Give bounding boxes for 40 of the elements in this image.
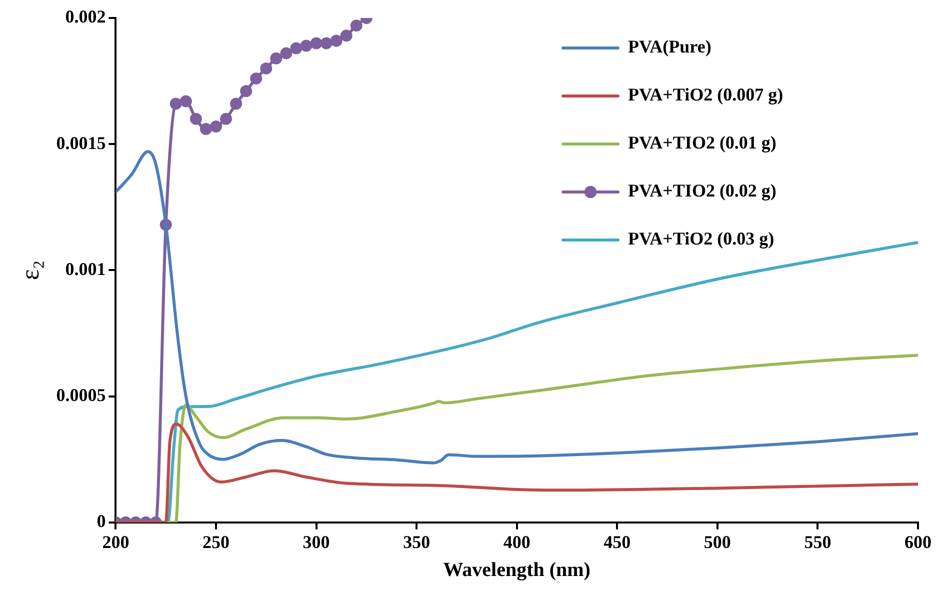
point [230, 98, 242, 110]
x-tick-label: 250 [202, 532, 230, 552]
x-tick-label: 400 [503, 532, 530, 552]
y-tick-label: 0.001 [65, 258, 106, 279]
point [260, 62, 272, 74]
point [240, 85, 252, 98]
point [220, 112, 232, 125]
y-tick-label: 0.0015 [56, 132, 106, 153]
point [170, 98, 182, 110]
point [180, 95, 192, 108]
legend-label: PVA+TiO2 (0.007 g) [628, 84, 784, 105]
point [290, 42, 302, 54]
y-tick-label: 0.002 [65, 6, 106, 27]
x-tick-label: 450 [604, 532, 631, 552]
point [270, 52, 282, 64]
legend-label: PVA(Pure) [628, 36, 712, 57]
point [280, 47, 292, 60]
point [210, 120, 222, 132]
legend-label: PVA+TIO2 (0.02 g) [628, 180, 776, 201]
point [340, 30, 352, 42]
y-tick-label: 0.0005 [56, 384, 106, 405]
x-tick-label: 350 [403, 532, 430, 552]
point [330, 34, 342, 47]
point [250, 72, 262, 85]
x-tick-label: 600 [904, 532, 932, 552]
x-tick-label: 550 [804, 532, 832, 552]
point [350, 20, 362, 32]
y-axis-title: ε₂ [15, 260, 44, 280]
point [300, 40, 312, 52]
x-axis-title: Wavelength (nm) [443, 559, 590, 582]
point [190, 112, 202, 125]
y-tick-label: 0 [96, 511, 106, 532]
legend-label: PVA+TiO2 (0.03 g) [628, 228, 774, 249]
legend-label: PVA+TIO2 (0.01 g) [628, 132, 776, 153]
x-tick-label: 300 [302, 532, 330, 552]
point [310, 37, 322, 50]
x-tick-label: 200 [102, 532, 130, 552]
x-tick-label: 500 [704, 532, 731, 552]
point [200, 122, 212, 135]
point [320, 37, 332, 50]
